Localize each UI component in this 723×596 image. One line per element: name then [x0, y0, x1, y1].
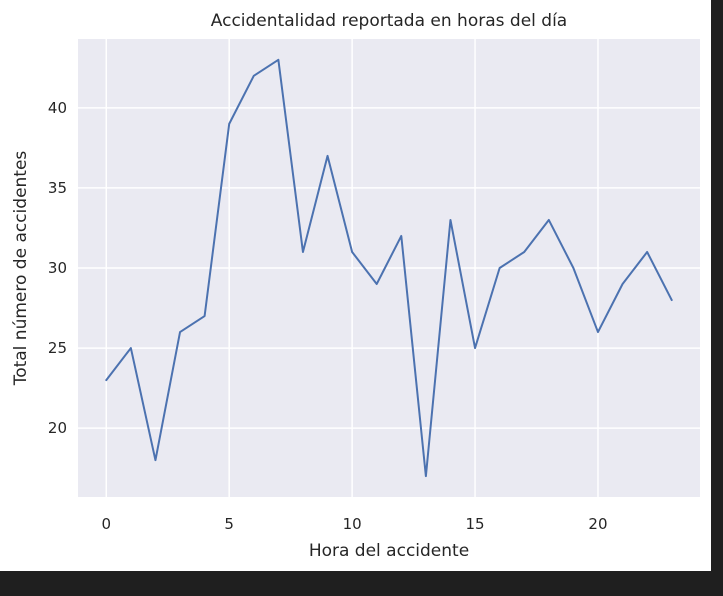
data-point: [400, 234, 403, 237]
y-tick-label: 30: [48, 259, 67, 277]
data-point: [154, 459, 157, 462]
y-tick-labels: 20 25 30 35 40: [48, 99, 67, 437]
data-point: [596, 331, 599, 334]
x-tick-label: 20: [588, 515, 607, 533]
x-tick-label: 0: [101, 515, 111, 533]
data-point: [129, 347, 132, 350]
chart-title: Accidentalidad reportada en horas del dí…: [211, 11, 567, 31]
data-point: [301, 250, 304, 253]
y-tick-label: 25: [48, 339, 67, 357]
data-point: [498, 267, 501, 270]
line-chart: 0 5 10 15 20 20 25 30 35 40 Accidentalidad repor…: [11, 11, 700, 561]
data-point: [228, 122, 231, 125]
data-point: [572, 267, 575, 270]
series-line: [105, 58, 673, 478]
data-point: [621, 283, 624, 286]
data-point: [449, 218, 452, 221]
data-point: [277, 58, 280, 61]
x-tick-label: 5: [224, 515, 234, 533]
data-point: [203, 315, 206, 318]
x-axis-label: Hora del accidente: [309, 541, 469, 561]
data-point: [424, 475, 427, 478]
data-point: [547, 218, 550, 221]
y-axis-label: Total número de accidentes: [11, 151, 31, 387]
data-point: [105, 379, 108, 382]
data-point: [670, 299, 673, 302]
x-tick-label: 15: [466, 515, 485, 533]
y-tick-label: 35: [48, 179, 67, 197]
data-point: [523, 250, 526, 253]
data-point: [474, 347, 477, 350]
data-point: [351, 250, 354, 253]
data-point: [646, 250, 649, 253]
y-gridlines: [78, 107, 700, 429]
y-tick-label: 40: [48, 99, 67, 117]
data-point: [179, 331, 182, 334]
data-point: [252, 74, 255, 77]
x-tick-labels: 0 5 10 15 20: [101, 515, 607, 533]
data-point: [375, 283, 378, 286]
x-tick-label: 10: [343, 515, 362, 533]
y-tick-label: 20: [48, 419, 67, 437]
data-point: [326, 154, 329, 157]
chart-figure: 0 5 10 15 20 20 25 30 35 40 Accidentalidad repor…: [0, 0, 711, 571]
